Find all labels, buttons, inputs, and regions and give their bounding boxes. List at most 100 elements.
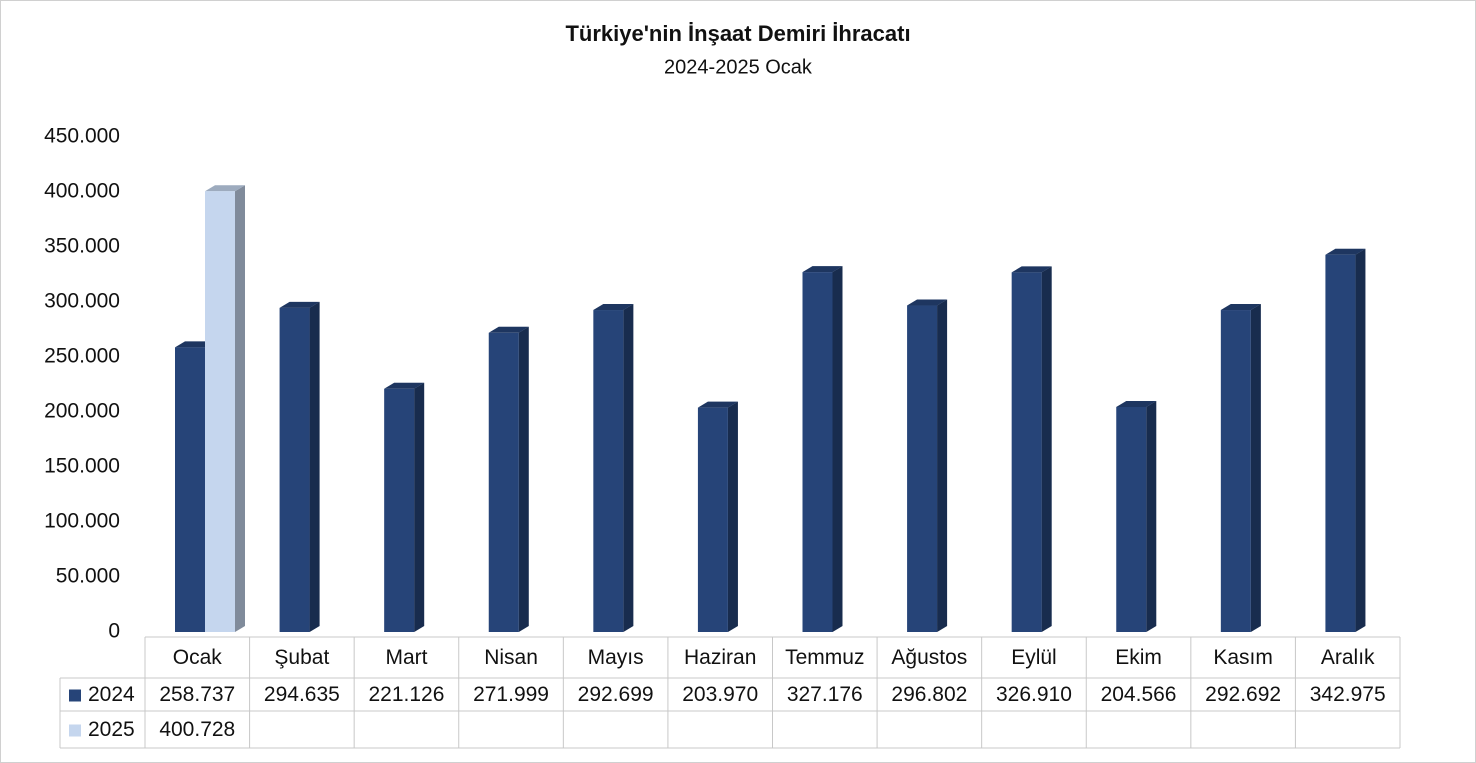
bar xyxy=(907,305,938,632)
table-value: 203.970 xyxy=(682,683,758,706)
x-tick-label: Haziran xyxy=(684,646,756,669)
x-tick-label: Mart xyxy=(385,646,427,669)
bar-side-shade xyxy=(1041,266,1052,632)
y-tick-label: 350.000 xyxy=(44,235,120,258)
bar-top xyxy=(593,304,634,311)
bar-side xyxy=(832,266,843,632)
y-tick-label: 300.000 xyxy=(44,290,120,313)
bar-top-shade xyxy=(279,301,320,308)
bar-side xyxy=(518,326,529,632)
table-value: 327.176 xyxy=(787,683,863,706)
bar-side xyxy=(1250,304,1261,632)
bar-top-shade xyxy=(1220,304,1261,311)
bar-top xyxy=(1011,266,1052,273)
bar xyxy=(175,347,205,632)
bar-side-shade xyxy=(1146,400,1157,632)
bar-top xyxy=(802,266,843,273)
bar-top-shade xyxy=(697,401,738,408)
bar-top-shade xyxy=(205,185,245,192)
bar-side-shade xyxy=(235,185,245,632)
y-tick-label: 200.000 xyxy=(44,400,120,423)
legend-label: 2024 xyxy=(88,683,135,706)
x-tick-label: Şubat xyxy=(274,646,329,669)
table-value: 400.728 xyxy=(159,718,235,741)
bar-side xyxy=(1146,400,1157,632)
bar-side-shade xyxy=(518,326,529,632)
bar xyxy=(1220,310,1251,632)
y-tick-label: 0 xyxy=(108,620,120,643)
bar-top-shade xyxy=(1011,266,1052,273)
bar-side xyxy=(1355,248,1366,633)
bar xyxy=(488,332,519,632)
x-tick-label: Eylül xyxy=(1011,646,1057,669)
x-tick-label: Ağustos xyxy=(891,646,967,669)
table-value: 326.910 xyxy=(996,683,1072,706)
bar-side-shade xyxy=(623,304,634,632)
bar xyxy=(205,191,235,632)
table-value: 292.692 xyxy=(1205,683,1281,706)
table-value: 258.737 xyxy=(159,683,235,706)
bar-top xyxy=(205,185,245,192)
bar-top xyxy=(697,401,738,408)
bar-top xyxy=(279,301,320,308)
x-tick-label: Mayıs xyxy=(588,646,644,669)
bar-top-shade xyxy=(488,326,529,333)
bar xyxy=(802,272,833,632)
bar xyxy=(279,307,310,632)
bar-top-shade xyxy=(384,382,425,389)
y-tick-label: 250.000 xyxy=(44,345,120,368)
bar-side-shade xyxy=(309,301,320,632)
bar-side xyxy=(1041,266,1052,632)
table-value: 271.999 xyxy=(473,683,549,706)
table-value: 221.126 xyxy=(368,683,444,706)
bar-side-shade xyxy=(414,382,425,632)
table-value: 294.635 xyxy=(264,683,340,706)
bar-top xyxy=(907,299,948,306)
bar-top xyxy=(1325,248,1366,255)
bar-top xyxy=(488,326,529,333)
legend-swatch xyxy=(69,724,81,737)
bar xyxy=(697,407,728,632)
bar-top-shade xyxy=(1116,400,1157,407)
legend-swatch xyxy=(69,689,81,702)
chart-subtitle: 2024-2025 Ocak xyxy=(664,56,813,78)
bar-top-shade xyxy=(1325,248,1366,255)
bar xyxy=(1116,406,1147,632)
bar-side-shade xyxy=(1355,248,1366,633)
x-tick-label: Kasım xyxy=(1213,646,1273,669)
bar-side-shade xyxy=(727,401,738,632)
bar-side xyxy=(309,301,320,632)
bar-side xyxy=(727,401,738,632)
x-tick-label: Aralık xyxy=(1321,646,1375,669)
table-value: 292.699 xyxy=(578,683,654,706)
bar xyxy=(1325,254,1356,633)
x-tick-label: Temmuz xyxy=(785,646,864,669)
y-tick-label: 150.000 xyxy=(44,455,120,478)
bar-top xyxy=(1116,400,1157,407)
bar xyxy=(1011,272,1042,632)
bar-top xyxy=(384,382,425,389)
x-tick-label: Nisan xyxy=(484,646,538,669)
x-tick-label: Ocak xyxy=(173,646,223,669)
bar-side-shade xyxy=(832,266,843,632)
table-value: 296.802 xyxy=(891,683,967,706)
bar xyxy=(593,310,624,632)
bar-side-shade xyxy=(937,299,948,632)
y-tick-label: 100.000 xyxy=(44,510,120,533)
bar-top xyxy=(1220,304,1261,311)
bar-side xyxy=(937,299,948,632)
table-value: 342.975 xyxy=(1310,683,1386,706)
table-value: 204.566 xyxy=(1101,683,1177,706)
y-tick-label: 450.000 xyxy=(44,125,120,148)
bar-side xyxy=(235,185,245,632)
bar-top-shade xyxy=(593,304,634,311)
y-tick-label: 400.000 xyxy=(44,180,120,203)
bar-side xyxy=(414,382,425,632)
bar-top-shade xyxy=(907,299,948,306)
legend-label: 2025 xyxy=(88,718,135,741)
y-tick-label: 50.000 xyxy=(56,565,120,588)
bar-side xyxy=(623,304,634,632)
bar-side-shade xyxy=(1250,304,1261,632)
x-tick-label: Ekim xyxy=(1115,646,1162,669)
